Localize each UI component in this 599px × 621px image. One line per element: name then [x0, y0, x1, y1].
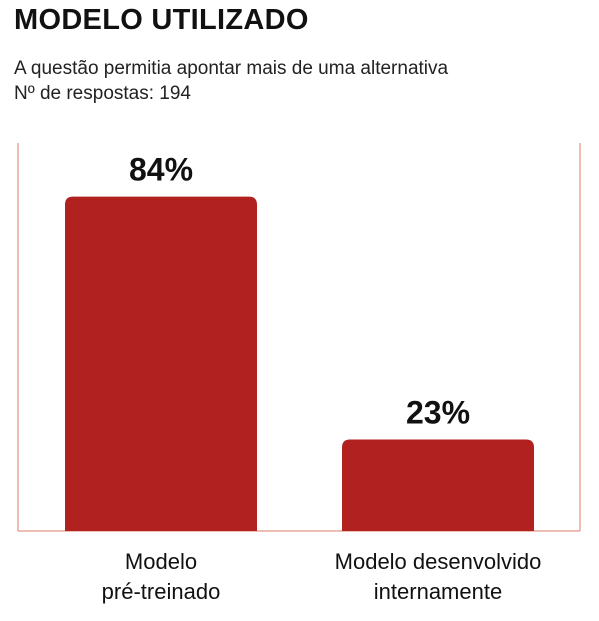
- category-label-2-line-2: internamente: [374, 579, 502, 604]
- category-label-1-line-1: Modelo: [125, 549, 197, 574]
- data-label-2: 23%: [406, 394, 470, 430]
- bar-group: [65, 196, 534, 531]
- data-label-1: 84%: [129, 152, 193, 188]
- data-label-group: 84% 23%: [129, 152, 470, 431]
- category-label-2-line-1: Modelo desenvolvido: [335, 549, 542, 574]
- category-label-group: Modelo pré-treinado Modelo desenvolvido int…: [102, 549, 542, 604]
- bar-2: [342, 439, 534, 531]
- bar-1: [65, 196, 257, 531]
- chart-title: MODELO UTILIZADO: [14, 4, 309, 36]
- response-count: Nº de respostas: 194: [14, 83, 191, 104]
- category-label-1-line-2: pré-treinado: [102, 579, 221, 604]
- chart-subtitle: A questão permitia apontar mais de uma a…: [14, 56, 448, 106]
- subtitle-note: A questão permitia apontar mais de uma a…: [14, 58, 449, 79]
